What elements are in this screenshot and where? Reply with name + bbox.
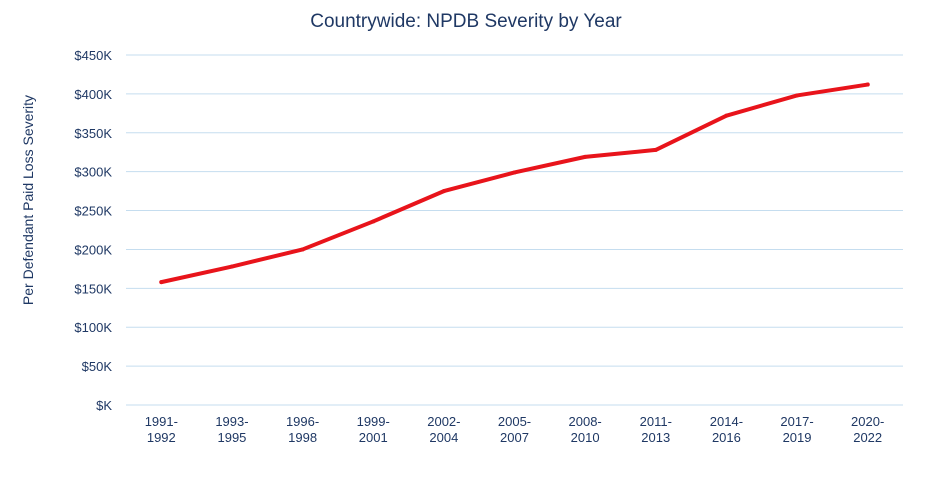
series-line — [159, 82, 870, 285]
data-points — [159, 82, 870, 285]
x-tick-label: 2002-2004 — [427, 414, 460, 445]
y-tick-label: $450K — [74, 48, 112, 63]
x-tick-label: 2020-2022 — [851, 414, 884, 445]
y-tick-label: $400K — [74, 87, 112, 102]
y-tick-label: $150K — [74, 281, 112, 296]
y-tick-label: $50K — [82, 359, 113, 374]
y-tick-label: $250K — [74, 204, 112, 219]
data-point — [441, 189, 446, 194]
data-point — [865, 82, 870, 87]
data-point — [371, 219, 376, 224]
data-point — [512, 170, 517, 175]
y-axis-ticks: $K $50K $100K $150K $200K $250K $300K $350K $400… — [74, 48, 112, 413]
data-point — [229, 264, 234, 269]
x-tick-label: 2017-2019 — [780, 414, 813, 445]
data-point — [724, 113, 729, 118]
series-lines — [159, 82, 870, 285]
data-point — [795, 93, 800, 98]
y-tick-label: $350K — [74, 126, 112, 141]
x-tick-label: 1999-2001 — [357, 414, 390, 445]
x-tick-label: 1991-1992 — [145, 414, 178, 445]
grid-lines — [126, 54, 903, 406]
x-tick-label: 2011-2013 — [640, 414, 672, 445]
data-point — [653, 147, 658, 152]
x-tick-label: 1996-1998 — [286, 414, 319, 445]
data-point — [300, 247, 305, 252]
x-axis-ticks: 1991-1992 1993-1995 1996-1998 1999-2001 2002… — [145, 414, 885, 445]
x-tick-label: 2014-2016 — [710, 414, 743, 445]
y-tick-label: $300K — [74, 165, 112, 180]
data-point — [583, 154, 588, 159]
y-tick-label: $200K — [74, 242, 112, 257]
x-tick-label: 2005-2007 — [498, 414, 531, 445]
x-tick-label: 1993-1995 — [215, 414, 248, 445]
y-axis-label: Per Defendant Paid Loss Severity — [20, 95, 36, 305]
y-tick-label: $K — [96, 398, 112, 413]
chart-title: Countrywide: NPDB Severity by Year — [310, 11, 622, 32]
y-tick-label: $100K — [74, 320, 112, 335]
x-tick-label: 2008-2010 — [569, 414, 602, 445]
data-point — [159, 280, 164, 285]
